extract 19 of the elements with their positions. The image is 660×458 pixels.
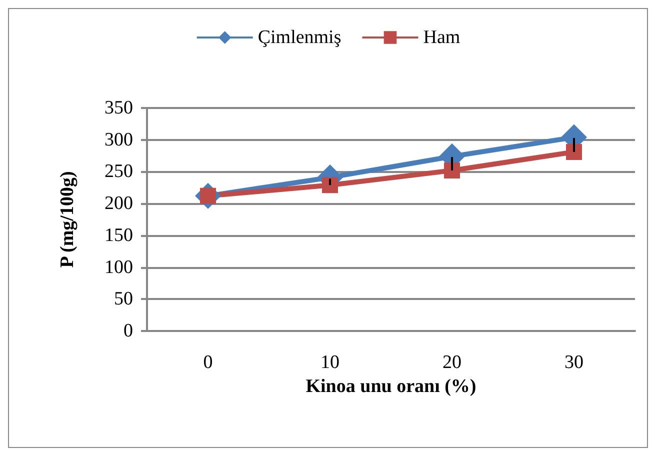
x-tick-label: 0 — [203, 352, 213, 373]
point — [566, 144, 582, 160]
y-tick-label: 200 — [104, 193, 133, 214]
point — [322, 177, 338, 194]
y-tick-label: 150 — [104, 224, 133, 246]
y-tick-label: 50 — [114, 288, 133, 310]
y-axis-title: P (mg/100g) — [57, 171, 78, 268]
legend-label: Çimlenmiş — [258, 27, 342, 48]
y-tick-label: 350 — [104, 98, 133, 118]
y-tick-label: 100 — [104, 256, 133, 278]
y-tick-label: 300 — [104, 129, 133, 150]
y-tick-label: 250 — [104, 161, 133, 182]
x-axis-title: Kinoa unu oranı (%) — [306, 376, 476, 397]
x-tick-label: 10 — [320, 352, 340, 373]
x-tick-label: 20 — [442, 352, 462, 373]
y-tick-label: 0 — [124, 320, 133, 342]
point — [444, 162, 460, 178]
legend-label: Ham — [423, 27, 460, 48]
x-tick-label: 30 — [564, 352, 584, 373]
